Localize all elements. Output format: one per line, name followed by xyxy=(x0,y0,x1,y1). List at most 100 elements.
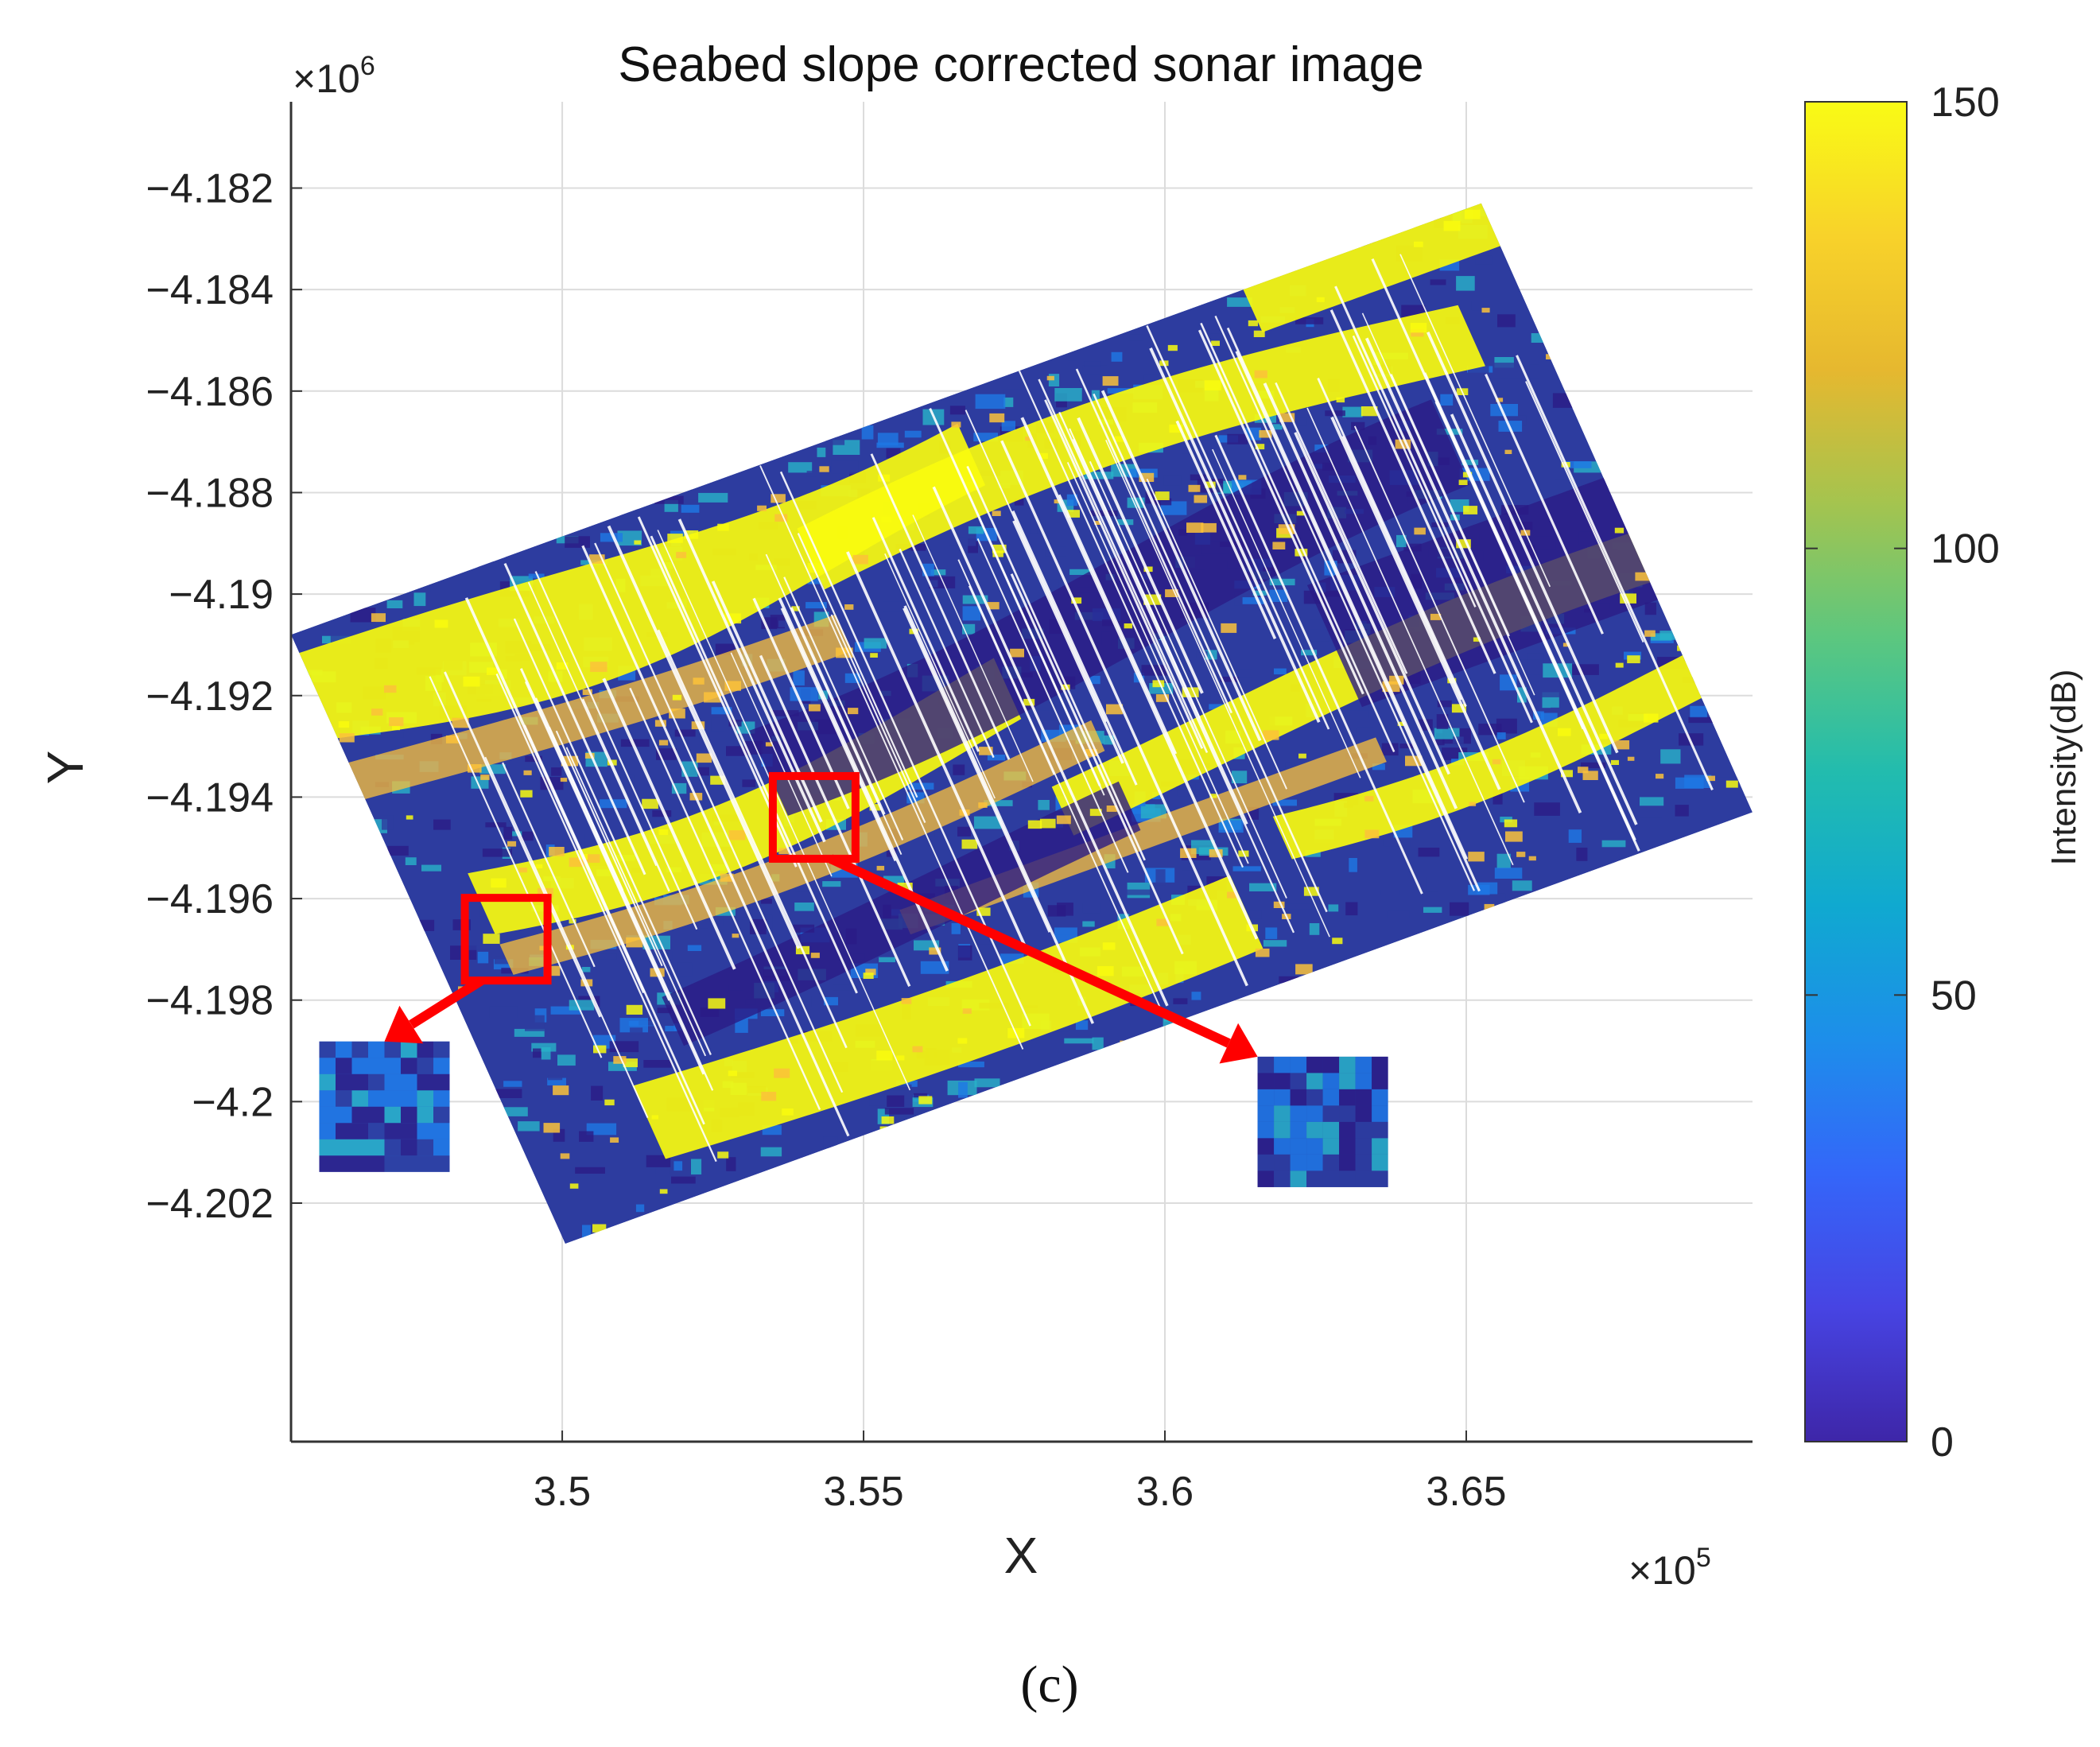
zoom-inset-pixel xyxy=(351,1155,368,1172)
speckle xyxy=(1706,775,1715,782)
x-multiplier-exp: 5 xyxy=(1696,1543,1711,1573)
speckle xyxy=(452,717,469,728)
speckle xyxy=(434,619,448,628)
speckle xyxy=(1114,436,1124,442)
ping-gap xyxy=(966,465,1146,861)
speckle xyxy=(556,662,569,670)
speckle xyxy=(507,841,517,847)
zoom-inset-pixel xyxy=(1322,1089,1340,1106)
pixel-blob xyxy=(1456,276,1475,291)
zoom-inset-pixel xyxy=(1322,1105,1340,1122)
high-intensity-band xyxy=(299,423,986,739)
pixel-blob xyxy=(1440,394,1454,406)
pixel-blob xyxy=(591,1085,604,1101)
zoom-inset-pixel xyxy=(1290,1073,1307,1089)
pixel-blob xyxy=(382,815,394,830)
pixel-blob xyxy=(494,956,510,965)
speckle xyxy=(589,554,605,564)
pixel-blob xyxy=(635,1204,645,1213)
x-tick-label: 3.5 xyxy=(534,1469,591,1515)
zoom-inset-pixel xyxy=(1257,1138,1275,1155)
ping-gap xyxy=(677,518,826,843)
pixel-blob xyxy=(1182,870,1193,883)
zoom-inset-pixel xyxy=(1372,1121,1388,1139)
pixel-blob xyxy=(1512,880,1532,891)
pixel-blob xyxy=(528,573,545,579)
zoom-inset-pixel xyxy=(336,1090,352,1107)
zoom-inset-pixel xyxy=(1306,1089,1323,1106)
y-tick-label: −4.202 xyxy=(146,1181,274,1227)
pixel-blob xyxy=(489,1006,518,1018)
speckle xyxy=(863,972,874,979)
y-multiplier: ×106 xyxy=(293,51,375,101)
ping-gap xyxy=(534,697,714,1091)
speckle xyxy=(1066,510,1080,518)
speckle xyxy=(654,720,666,727)
pixel-blob xyxy=(620,739,650,747)
speckle xyxy=(1303,887,1319,896)
speckle xyxy=(384,685,397,693)
ping-gap xyxy=(503,562,646,875)
mid-intensity-band xyxy=(348,614,852,799)
ping-gap xyxy=(602,677,736,970)
speckle xyxy=(1188,484,1201,492)
speckle xyxy=(912,1046,923,1053)
speckle xyxy=(1644,713,1659,723)
speckle xyxy=(549,847,565,856)
speckle xyxy=(844,604,854,610)
pixel-blob xyxy=(1082,903,1100,914)
ping-gap xyxy=(1075,368,1232,714)
ping-gap xyxy=(903,605,1094,1024)
ping-gap xyxy=(1263,382,1458,809)
speckle xyxy=(1155,694,1170,702)
speckle xyxy=(771,494,786,503)
pixel-blob xyxy=(468,945,491,950)
pixel-blob xyxy=(1003,397,1014,407)
y-multiplier-exp: 6 xyxy=(360,51,375,81)
pixel-blob xyxy=(1127,889,1152,895)
speckle xyxy=(1516,852,1526,857)
speckle xyxy=(710,775,725,785)
pixel-blob xyxy=(869,1099,887,1106)
zoom-inset-pixel xyxy=(1306,1105,1323,1122)
zoom-inset-pixel xyxy=(1339,1170,1356,1187)
speckle xyxy=(1025,437,1032,441)
pixel-blob xyxy=(533,1048,541,1058)
pixel-blob xyxy=(974,1078,1000,1088)
speckle xyxy=(1464,209,1481,219)
zoom-inset-pixel xyxy=(351,1073,368,1091)
speckle xyxy=(593,1045,607,1054)
speckle xyxy=(1430,613,1442,620)
pixel-blob xyxy=(1581,762,1606,769)
y-tick-label: −4.186 xyxy=(146,369,274,415)
pixel-blob xyxy=(1066,494,1078,507)
pixel-blob xyxy=(962,606,981,621)
pixel-blob xyxy=(413,592,426,607)
pixel-blob xyxy=(1034,710,1058,721)
pixel-blob xyxy=(1260,456,1285,465)
ping-gap xyxy=(968,585,1055,775)
pixel-blob xyxy=(479,764,506,775)
speckle xyxy=(1046,375,1054,381)
colorbar-tick-label: 100 xyxy=(1931,526,2000,573)
zoom-inset-pixel xyxy=(384,1106,401,1124)
ping-gap xyxy=(1214,315,1476,891)
speckle xyxy=(590,662,607,672)
pixel-blob xyxy=(1651,633,1672,641)
highlights xyxy=(319,771,1388,1187)
speckle xyxy=(728,830,746,841)
zoom-inset-pixel xyxy=(433,1041,450,1058)
pixel-blob xyxy=(599,953,617,960)
speckle xyxy=(338,721,350,728)
pixel-blob xyxy=(1644,602,1656,615)
pixel-blob xyxy=(1568,829,1582,843)
zoom-inset-pixel xyxy=(336,1058,352,1074)
ping-gap xyxy=(1020,417,1259,940)
zoom-inset-pixel xyxy=(433,1090,450,1107)
zoom-inset-pixel xyxy=(1339,1138,1356,1155)
speckle xyxy=(1255,444,1265,450)
speckle xyxy=(1364,829,1380,839)
speckle xyxy=(582,689,592,696)
speckle xyxy=(667,534,683,543)
speckle xyxy=(1397,721,1405,726)
